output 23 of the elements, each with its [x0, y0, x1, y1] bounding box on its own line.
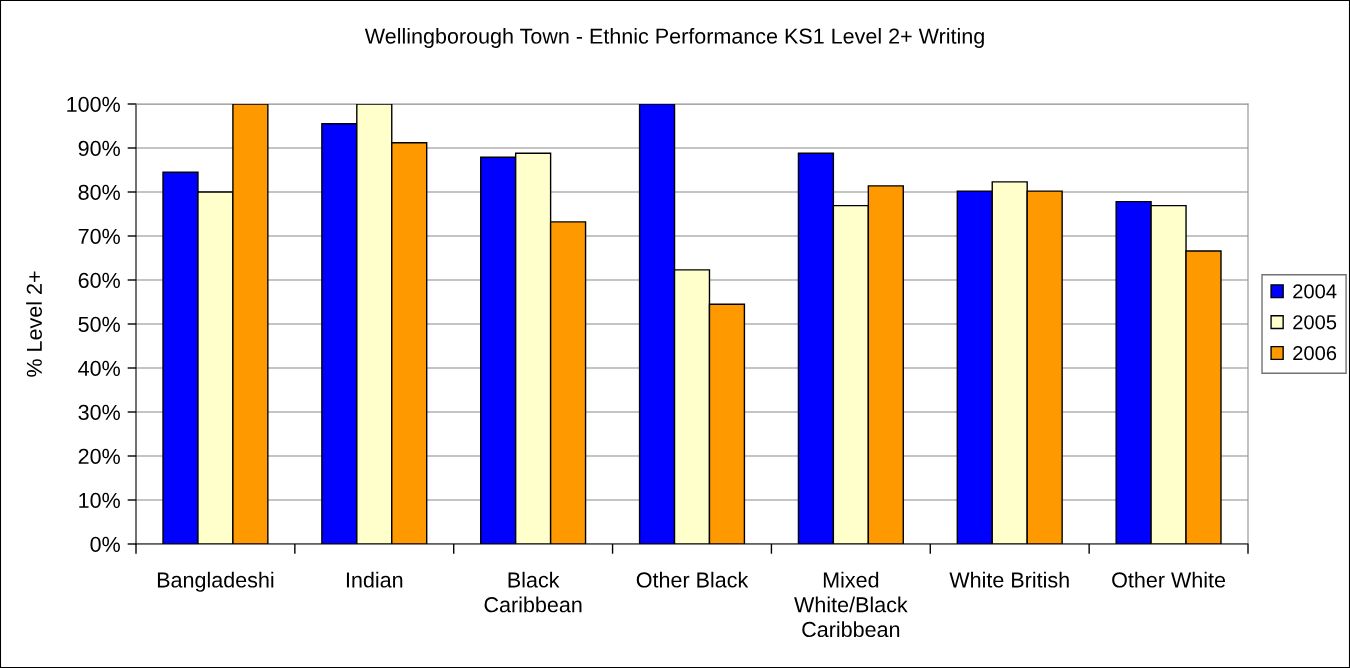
y-tick-label: 90%: [78, 140, 120, 157]
y-tick-label: 40%: [78, 360, 120, 377]
x-tick-label: Indian: [346, 571, 403, 588]
legend-label: 2005: [1293, 315, 1337, 330]
x-tick-label: Mixed White/Black Caribbean: [794, 571, 908, 638]
x-tick-label: Other White: [1112, 571, 1226, 588]
y-tick-label: 0%: [90, 536, 120, 553]
chart-title: Wellingborough Town - Ethnic Performance KS1 Level 2+ Writing: [364, 27, 984, 49]
x-tick-label: Black Caribbean: [484, 571, 582, 613]
y-tick-label: 70%: [78, 228, 120, 245]
x-tick-label: White British: [949, 571, 1069, 588]
x-tick-label: Other Black: [636, 571, 749, 588]
y-axis-title: % Level 2+: [26, 271, 42, 377]
y-tick-label: 30%: [78, 404, 120, 421]
y-tick-label: 20%: [78, 448, 120, 465]
y-tick-label: 60%: [78, 272, 120, 289]
legend-label: 2004: [1293, 284, 1337, 299]
y-tick-label: 100%: [67, 96, 120, 113]
y-tick-label: 10%: [79, 492, 120, 509]
y-tick-label: 50%: [78, 316, 120, 333]
y-tick-label: 80%: [78, 184, 120, 201]
x-tick-label: Bangladeshi: [157, 571, 274, 592]
legend-label: 2006: [1293, 346, 1337, 361]
